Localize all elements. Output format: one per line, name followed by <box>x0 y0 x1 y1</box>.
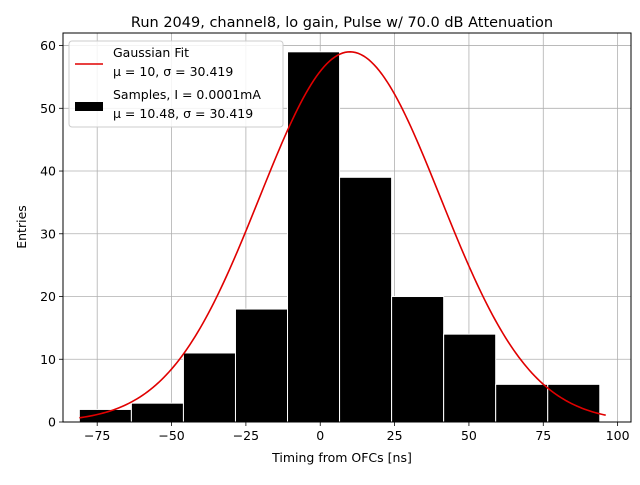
x-tick-label: 0 <box>316 428 324 443</box>
histogram-bar <box>443 333 497 423</box>
legend-fit-label: Gaussian Fit <box>113 45 189 60</box>
histogram-bar <box>287 51 341 423</box>
y-tick-label: 40 <box>40 164 56 179</box>
x-tick-label: 25 <box>387 428 403 443</box>
legend-samples-stats: μ = 10.48, σ = 30.419 <box>113 106 253 121</box>
legend-samples-swatch <box>75 102 103 111</box>
x-tick-label: −50 <box>158 428 184 443</box>
y-tick-label: 0 <box>48 415 56 430</box>
histogram-bar <box>495 383 549 423</box>
y-tick-label: 10 <box>40 352 56 367</box>
histogram-bar <box>547 383 601 423</box>
y-tick-label: 30 <box>40 226 56 241</box>
histogram-bar <box>391 296 445 423</box>
x-tick-label: −25 <box>233 428 259 443</box>
legend: Gaussian Fit μ = 10, σ = 30.419 Samples,… <box>68 40 284 128</box>
y-tick-label: 60 <box>40 38 56 53</box>
x-axis-label: Timing from OFCs [ns] <box>271 450 412 465</box>
chart-title: Run 2049, channel8, lo gain, Pulse w/ 70… <box>131 15 553 31</box>
histogram-bar <box>130 402 184 423</box>
x-tick-label: 50 <box>461 428 477 443</box>
legend-samples-label: Samples, I = 0.0001mA <box>113 87 261 102</box>
y-tick-label: 20 <box>40 289 56 304</box>
x-axis-ticks: −75 −50 −25 0 25 50 75 100 <box>84 422 630 443</box>
histogram-bar <box>234 308 289 423</box>
histogram-bar <box>339 176 393 423</box>
histogram-bar <box>78 408 132 423</box>
legend-fit-stats: μ = 10, σ = 30.419 <box>113 64 233 79</box>
y-axis-label: Entries <box>14 205 29 249</box>
x-tick-label: 75 <box>535 428 551 443</box>
x-tick-label: −75 <box>84 428 110 443</box>
plot-frame <box>62 32 632 423</box>
histogram-bar <box>182 352 236 423</box>
x-tick-label: 100 <box>606 428 630 443</box>
legend-box <box>68 40 284 128</box>
gaussian-fit-curve <box>79 51 606 419</box>
histogram-bars <box>78 51 601 423</box>
y-tick-label: 50 <box>40 101 56 116</box>
y-axis-ticks: 0 10 20 30 40 50 60 <box>40 38 63 430</box>
